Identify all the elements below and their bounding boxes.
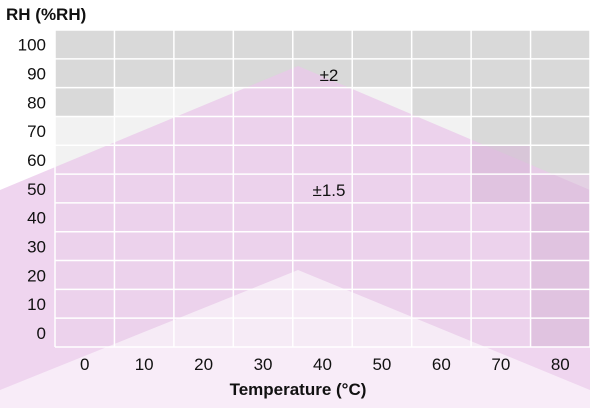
- y-tick-label: 100: [18, 36, 46, 55]
- grid-cell: [114, 30, 174, 59]
- y-tick-label: 0: [37, 324, 46, 343]
- grid-cell: [471, 58, 531, 88]
- y-tick-label: 80: [27, 93, 46, 112]
- y-tick-label: 70: [27, 122, 46, 141]
- y-tick-label: 60: [27, 151, 46, 170]
- grid-cell: [55, 116, 115, 146]
- x-tick-label: 80: [551, 355, 570, 374]
- pink-band-upper: [0, 66, 590, 408]
- x-tick-label: 70: [491, 355, 510, 374]
- grid-cell: [411, 87, 472, 117]
- grid-cell: [530, 58, 590, 88]
- grid-cell: [233, 30, 293, 59]
- grid-cell: [530, 30, 590, 59]
- y-tick-label: 50: [27, 180, 46, 199]
- grid-cell: [292, 30, 353, 59]
- grid-cell: [530, 87, 590, 117]
- grid-cell: [55, 58, 115, 88]
- grid-cell: [173, 58, 234, 88]
- x-tick-label: 10: [135, 355, 154, 374]
- grid-cell: [411, 58, 472, 88]
- y-axis-title: RH (%RH): [6, 5, 86, 24]
- grid-cell: [411, 30, 472, 59]
- y-tick-label: 20: [27, 266, 46, 285]
- grid-cell: [530, 116, 590, 146]
- y-tick-label: 30: [27, 237, 46, 256]
- annotation-plus-minus-2: ±2: [320, 66, 339, 85]
- x-tick-label: 50: [372, 355, 391, 374]
- grid-cell: [114, 58, 174, 88]
- x-tick-label: 60: [432, 355, 451, 374]
- y-tick-label: 10: [27, 295, 46, 314]
- annotation-plus-minus-1-5: ±1.5: [313, 181, 346, 200]
- pink-band-lower-cut: [0, 270, 590, 408]
- gridlines: [54, 29, 590, 348]
- y-tick-label: 40: [27, 209, 46, 228]
- x-tick-label: 40: [313, 355, 332, 374]
- grid-cell: [114, 87, 174, 117]
- grid-cell: [471, 116, 531, 146]
- grid-cell: [352, 30, 412, 59]
- x-tick-label: 0: [80, 355, 89, 374]
- y-tick-label: 90: [27, 65, 46, 84]
- x-tick-label: 30: [254, 355, 273, 374]
- x-tick-label: 20: [194, 355, 213, 374]
- grid-cell: [55, 87, 115, 117]
- x-axis-title: Temperature (°C): [230, 380, 367, 399]
- grid-cell: [352, 58, 412, 88]
- grid-cell: [173, 30, 234, 59]
- grid-cell: [471, 30, 531, 59]
- x-tick-labels: 0 10 20 30 40 50 60 70 80: [80, 355, 570, 374]
- grid-cell: [55, 30, 115, 59]
- grid-cell: [471, 87, 531, 117]
